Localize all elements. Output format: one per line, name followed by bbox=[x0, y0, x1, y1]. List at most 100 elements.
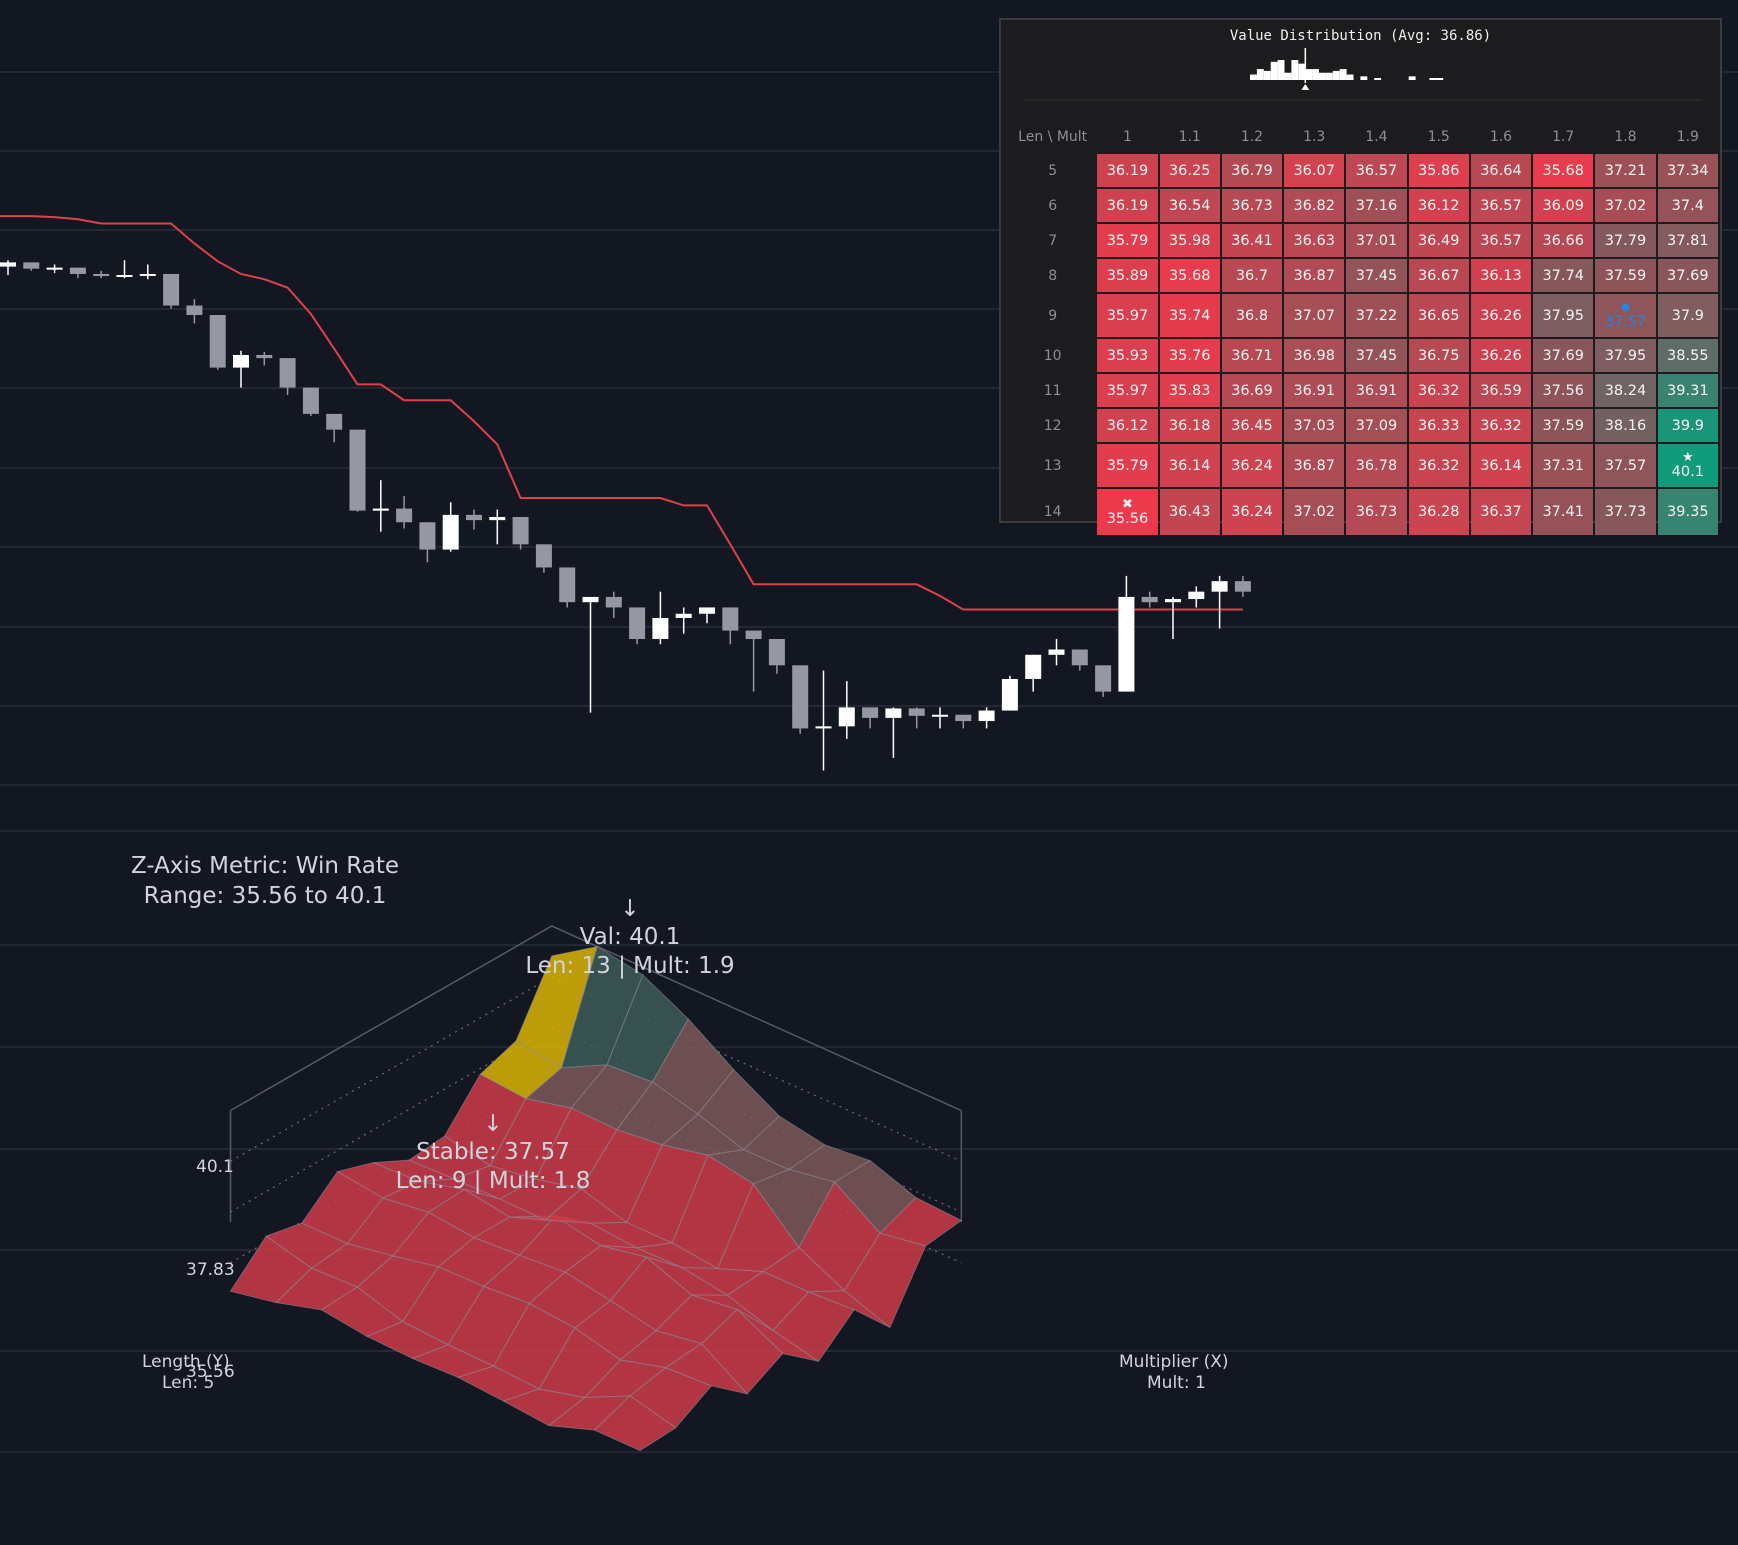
heatmap-cell[interactable]: 37.03 bbox=[1284, 409, 1345, 442]
heatmap-cell[interactable]: 35.89 bbox=[1097, 259, 1158, 292]
heatmap-cell[interactable]: 36.33 bbox=[1408, 409, 1469, 442]
heatmap-cell[interactable]: 36.64 bbox=[1470, 154, 1532, 187]
heatmap-cell[interactable]: 36.87 bbox=[1284, 259, 1345, 292]
heatmap-cell[interactable]: 36.24 bbox=[1221, 489, 1283, 535]
heatmap-cell[interactable]: 35.83 bbox=[1159, 374, 1220, 407]
heatmap-cell[interactable]: 36.73 bbox=[1221, 189, 1283, 222]
heatmap-cell[interactable]: 39.35 bbox=[1657, 489, 1718, 535]
heatmap-cell[interactable]: 37.9 bbox=[1657, 294, 1718, 337]
heatmap-cell[interactable]: 36.57 bbox=[1470, 224, 1532, 257]
heatmap-cell[interactable]: 37.45 bbox=[1346, 339, 1407, 372]
heatmap-cell[interactable]: 36.87 bbox=[1284, 444, 1345, 487]
heatmap-cell[interactable]: 35.68 bbox=[1159, 259, 1220, 292]
heatmap-cell[interactable]: 36.13 bbox=[1470, 259, 1532, 292]
heatmap-cell[interactable]: 37.69 bbox=[1533, 339, 1594, 372]
heatmap-cell[interactable]: 39.9 bbox=[1657, 409, 1718, 442]
heatmap-cell[interactable]: 37.02 bbox=[1284, 489, 1345, 535]
heatmap-cell[interactable]: 37.81 bbox=[1657, 224, 1718, 257]
heatmap-cell[interactable]: 36.24 bbox=[1221, 444, 1283, 487]
heatmap-cell[interactable]: 36.26 bbox=[1470, 294, 1532, 337]
heatmap-cell[interactable]: 39.31 bbox=[1657, 374, 1718, 407]
heatmap-cell[interactable]: 35.79 bbox=[1097, 224, 1158, 257]
heatmap-cell[interactable]: 36.09 bbox=[1533, 189, 1594, 222]
heatmap-cell[interactable]: 36.32 bbox=[1408, 374, 1469, 407]
heatmap-cell[interactable]: 37.56 bbox=[1533, 374, 1594, 407]
heatmap-cell[interactable]: 35.97 bbox=[1097, 374, 1158, 407]
heatmap-cell[interactable]: 36.37 bbox=[1470, 489, 1532, 535]
heatmap-cell[interactable]: 36.18 bbox=[1159, 409, 1220, 442]
heatmap-cell[interactable]: 36.41 bbox=[1221, 224, 1283, 257]
heatmap-cell[interactable]: 36.54 bbox=[1159, 189, 1220, 222]
heatmap-cell[interactable]: 36.91 bbox=[1284, 374, 1345, 407]
heatmap-cell[interactable]: 35.93 bbox=[1097, 339, 1158, 372]
heatmap-cell[interactable]: 37.34 bbox=[1657, 154, 1718, 187]
heatmap-cell[interactable]: 36.91 bbox=[1346, 374, 1407, 407]
heatmap-cell[interactable]: 38.24 bbox=[1595, 374, 1656, 407]
heatmap-cell[interactable]: 35.98 bbox=[1159, 224, 1220, 257]
heatmap-cell[interactable]: 36.45 bbox=[1221, 409, 1283, 442]
heatmap-cell[interactable]: 36.65 bbox=[1408, 294, 1469, 337]
heatmap-cell[interactable]: 37.16 bbox=[1346, 189, 1407, 222]
heatmap-cell[interactable]: 36.07 bbox=[1284, 154, 1345, 187]
heatmap-cell[interactable]: 36.32 bbox=[1470, 409, 1532, 442]
heatmap-cell[interactable]: 37.31 bbox=[1533, 444, 1594, 487]
heatmap-cell[interactable]: 37.59 bbox=[1595, 259, 1656, 292]
heatmap-cell[interactable]: 37.57 bbox=[1595, 444, 1656, 487]
heatmap-cell[interactable]: 36.32 bbox=[1408, 444, 1469, 487]
heatmap-cell[interactable]: 36.98 bbox=[1284, 339, 1345, 372]
heatmap-cell[interactable]: 36.78 bbox=[1346, 444, 1407, 487]
heatmap-cell[interactable]: 36.7 bbox=[1221, 259, 1283, 292]
heatmap-cell[interactable]: 37.21 bbox=[1595, 154, 1656, 187]
heatmap-cell[interactable]: 35.76 bbox=[1159, 339, 1220, 372]
heatmap-cell[interactable]: 37.22 bbox=[1346, 294, 1407, 337]
heatmap-cell[interactable]: 36.57 bbox=[1470, 189, 1532, 222]
heatmap-cell[interactable]: 35.97 bbox=[1097, 294, 1158, 337]
heatmap-cell[interactable]: 36.59 bbox=[1470, 374, 1532, 407]
heatmap-cell[interactable]: 36.79 bbox=[1221, 154, 1283, 187]
surface-3d-plot[interactable] bbox=[229, 925, 963, 1452]
heatmap-cell[interactable]: 37.07 bbox=[1284, 294, 1345, 337]
heatmap-cell[interactable]: 35.86 bbox=[1408, 154, 1469, 187]
heatmap-cell[interactable]: 36.14 bbox=[1470, 444, 1532, 487]
heatmap-cell[interactable]: 36.49 bbox=[1408, 224, 1469, 257]
heatmap-cell[interactable]: 35.79 bbox=[1097, 444, 1158, 487]
heatmap-cell[interactable]: 36.57 bbox=[1346, 154, 1407, 187]
heatmap-cell[interactable]: 37.95 bbox=[1595, 339, 1656, 372]
heatmap-cell[interactable]: 36.12 bbox=[1097, 409, 1158, 442]
heatmap-cell[interactable]: 36.19 bbox=[1097, 154, 1158, 187]
heatmap-cell[interactable]: 37.73 bbox=[1595, 489, 1656, 535]
heatmap-cell[interactable]: 36.73 bbox=[1346, 489, 1407, 535]
heatmap-cell[interactable]: 37.01 bbox=[1346, 224, 1407, 257]
heatmap-cell[interactable]: 36.43 bbox=[1159, 489, 1220, 535]
heatmap-cell[interactable]: 36.25 bbox=[1159, 154, 1220, 187]
heatmap-cell[interactable]: 35.68 bbox=[1533, 154, 1594, 187]
heatmap-cell[interactable]: 36.19 bbox=[1097, 189, 1158, 222]
heatmap-cell[interactable]: 37.69 bbox=[1657, 259, 1718, 292]
heatmap-cell[interactable]: 37.79 bbox=[1595, 224, 1656, 257]
heatmap-cell[interactable]: 36.69 bbox=[1221, 374, 1283, 407]
heatmap-cell[interactable]: 37.41 bbox=[1533, 489, 1594, 535]
heatmap-cell[interactable]: 36.14 bbox=[1159, 444, 1220, 487]
heatmap-cell[interactable]: 36.71 bbox=[1221, 339, 1283, 372]
heatmap-cell[interactable]: 36.8 bbox=[1221, 294, 1283, 337]
heatmap-cell[interactable]: 37.59 bbox=[1533, 409, 1594, 442]
heatmap-cell[interactable]: 35.74 bbox=[1159, 294, 1220, 337]
heatmap-cell[interactable]: 36.82 bbox=[1284, 189, 1345, 222]
heatmap-cell[interactable]: 38.55 bbox=[1657, 339, 1718, 372]
heatmap-cell[interactable]: 36.63 bbox=[1284, 224, 1345, 257]
heatmap-cell[interactable]: 36.75 bbox=[1408, 339, 1469, 372]
heatmap-cell[interactable]: 37.45 bbox=[1346, 259, 1407, 292]
heatmap-cell[interactable]: 36.66 bbox=[1533, 224, 1594, 257]
heatmap-cell[interactable]: 38.16 bbox=[1595, 409, 1656, 442]
heatmap-cell[interactable]: ● 37.57 bbox=[1595, 294, 1656, 337]
heatmap-cell[interactable]: 37.4 bbox=[1657, 189, 1718, 222]
heatmap-cell[interactable]: 36.12 bbox=[1408, 189, 1469, 222]
heatmap-cell[interactable]: 36.26 bbox=[1470, 339, 1532, 372]
heatmap-cell[interactable]: 37.95 bbox=[1533, 294, 1594, 337]
heatmap-cell[interactable]: 36.28 bbox=[1408, 489, 1469, 535]
heatmap-cell[interactable]: 36.67 bbox=[1408, 259, 1469, 292]
heatmap-cell[interactable]: 37.09 bbox=[1346, 409, 1407, 442]
heatmap-cell[interactable]: 37.74 bbox=[1533, 259, 1594, 292]
heatmap-cell[interactable]: ★ 40.1 bbox=[1657, 444, 1718, 487]
